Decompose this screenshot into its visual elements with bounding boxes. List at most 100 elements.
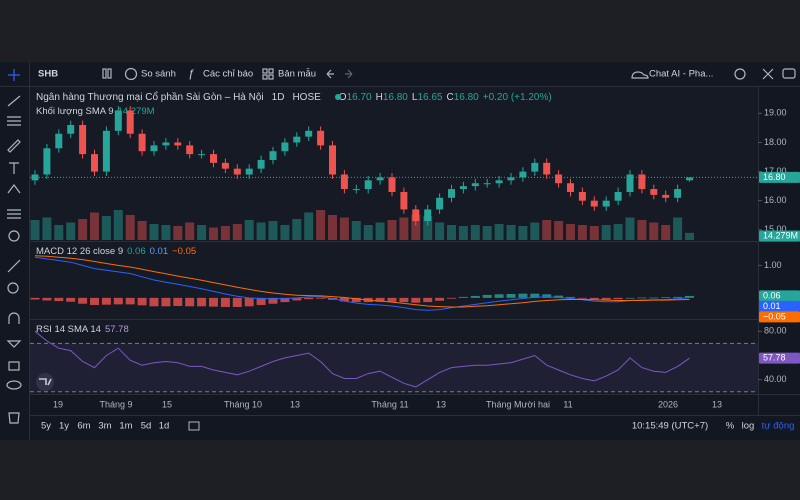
lock-tool[interactable] <box>8 361 20 371</box>
volume-legend: Khối lượng SMA 9 14.279M <box>36 106 155 117</box>
range-button[interactable]: 5y <box>41 421 51 432</box>
candle-body <box>126 110 134 134</box>
interval-icon[interactable] <box>102 68 112 79</box>
compare-button[interactable]: So sánh <box>141 69 176 80</box>
x-tick-label: 11 <box>563 399 572 409</box>
range-button[interactable]: 3m <box>98 421 111 432</box>
volume-bar <box>601 225 611 240</box>
volume-bar <box>566 224 575 240</box>
volume-bar <box>363 225 373 240</box>
volume-bar <box>101 216 111 240</box>
fib-tool[interactable] <box>7 116 21 126</box>
macd-title: MACD 12 26 close 9 <box>36 246 123 257</box>
range-button[interactable]: 1d <box>159 421 170 432</box>
stay-drawing-tool[interactable] <box>6 340 22 348</box>
log-toggle[interactable]: log <box>742 421 755 432</box>
goto-date-icon[interactable] <box>188 421 200 431</box>
prediction-tool[interactable] <box>7 209 21 219</box>
candle-body <box>650 189 658 195</box>
macd-histogram-bar <box>78 297 88 304</box>
range-button[interactable]: 1m <box>119 421 132 432</box>
legend-l-value: 16.65 <box>417 92 442 103</box>
candle-body <box>269 151 277 160</box>
macd-histogram-bar <box>197 297 207 307</box>
axis-value-label: 14.279M <box>763 230 798 240</box>
candle-body <box>567 183 574 192</box>
settings-icon[interactable] <box>734 68 746 80</box>
volume-bar <box>423 216 433 240</box>
undo-icon[interactable] <box>326 69 334 79</box>
ruler-tool[interactable] <box>7 259 21 273</box>
volume-bar <box>173 226 183 240</box>
pattern-tool[interactable] <box>7 184 21 194</box>
candle-body <box>459 186 467 190</box>
candle-body <box>329 145 336 175</box>
auto-toggle[interactable]: tự động <box>762 421 795 432</box>
zoom-tool[interactable] <box>7 282 19 294</box>
symbol[interactable]: SHB <box>38 69 58 80</box>
range-button[interactable]: 6m <box>77 421 90 432</box>
logo[interactable] <box>36 373 54 391</box>
templates-icon[interactable] <box>262 68 274 80</box>
chat-icon[interactable] <box>631 71 649 79</box>
crosshair-tool[interactable] <box>8 69 20 81</box>
brush-tool[interactable] <box>7 139 21 153</box>
indicators-button[interactable]: Các chỉ báo <box>203 69 253 80</box>
volume-bar <box>280 225 290 240</box>
macd-hist-value: 0.06 <box>127 246 146 257</box>
candle-body <box>317 130 325 146</box>
macd-histogram-bar <box>387 297 397 302</box>
templates-button[interactable]: Bản mẫu <box>278 69 316 80</box>
drawing-toolbar <box>6 69 22 424</box>
macd-histogram-bar <box>447 297 456 299</box>
redo-icon[interactable] <box>345 69 353 79</box>
candle-body <box>174 142 182 146</box>
rsi-title: RSI 14 SMA 14 <box>36 324 101 335</box>
trendline-tool[interactable] <box>7 95 21 107</box>
magnet-tool[interactable] <box>8 312 20 324</box>
macd-histogram-bar <box>54 297 64 302</box>
candle-body <box>79 125 87 155</box>
legend-o-key: O <box>339 92 347 103</box>
macd-histogram-bar <box>458 296 468 298</box>
screenshot-icon[interactable] <box>782 68 796 79</box>
hide-tool[interactable] <box>6 380 22 390</box>
macd-histogram-bar <box>232 297 242 307</box>
percent-toggle[interactable]: % <box>726 421 735 432</box>
range-button[interactable]: 1y <box>59 421 69 432</box>
volume-bar <box>90 212 99 240</box>
candle-body <box>590 200 598 207</box>
icon-tool[interactable] <box>8 230 20 242</box>
volume-bar <box>292 219 302 240</box>
volume-bar <box>506 225 516 240</box>
rsi-legend: RSI 14 SMA 14 57.78 <box>36 324 129 335</box>
interval: 1D <box>272 92 285 103</box>
indicators-icon[interactable]: ƒ <box>188 68 194 80</box>
macd-line <box>34 255 690 308</box>
volume-bar <box>577 225 587 240</box>
volume-bar <box>220 226 230 240</box>
macd-histogram-bar <box>339 297 349 302</box>
candle-body <box>340 174 348 190</box>
chat-button[interactable]: Chat AI - Pha... <box>649 69 713 80</box>
range-button[interactable]: 5d <box>141 421 152 432</box>
candle-body <box>602 200 610 207</box>
macd-histogram-bar <box>435 297 445 301</box>
x-tick-label: Tháng 9 <box>99 399 132 409</box>
volume-bar <box>673 217 683 240</box>
volume-legend-value: 14.279M <box>118 106 155 117</box>
legend-change: +0.20 (+1.20%) <box>483 92 552 103</box>
text-tool[interactable] <box>9 162 19 174</box>
axis-value-label: −0.05 <box>763 311 786 321</box>
volume-bar <box>685 232 694 240</box>
macd-histogram-bar <box>66 297 76 302</box>
macd-signal-value: −0.05 <box>172 246 196 257</box>
fullscreen-icon[interactable] <box>762 68 774 80</box>
delete-tool[interactable] <box>8 412 20 424</box>
y-tick-label: 40.00 <box>764 374 787 384</box>
volume-bar <box>518 226 528 240</box>
compare-icon[interactable] <box>124 67 138 81</box>
macd-histogram-bar <box>554 295 564 298</box>
macd-histogram-bar <box>292 297 302 301</box>
